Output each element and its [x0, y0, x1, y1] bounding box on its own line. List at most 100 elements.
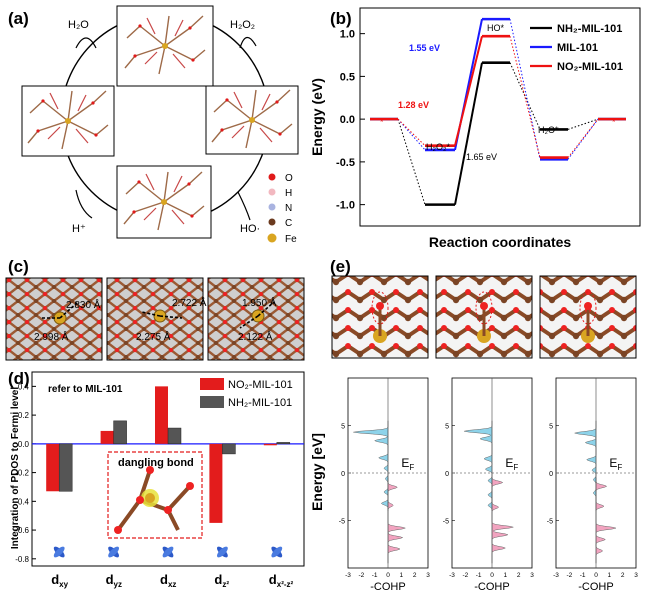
legend-dot-h — [268, 188, 276, 196]
structure-e3 — [539, 275, 637, 359]
cohp-xtick-label: -3 — [345, 572, 351, 579]
connector — [567, 118, 599, 158]
cohp-ytick-label: -5 — [547, 519, 553, 526]
bar-dxy — [58, 443, 73, 492]
cohp-xtick-label: 1 — [400, 572, 404, 579]
legend-dot-fe — [267, 233, 277, 243]
chart-b-frame — [359, 7, 641, 227]
cohp-xlabel: -COHP — [578, 581, 613, 593]
fermi-label: EF — [505, 456, 518, 472]
cohp-xtick-label: -1 — [580, 572, 586, 579]
fermi-label: EF — [401, 456, 414, 472]
orbital-lobe — [162, 546, 174, 558]
dangling-bond-inset: dangling bond — [107, 451, 203, 539]
chart-b-ytick-label: -0.5 — [336, 157, 355, 169]
bar-dyz — [113, 420, 127, 445]
cohp-xtick-label: 0 — [386, 572, 390, 579]
chart-d-ytick-label: -0.2 — [15, 469, 29, 478]
cohp-xtick-label: -2 — [566, 572, 572, 579]
structure-bottom — [116, 165, 212, 239]
legend-dot-n — [268, 203, 276, 211]
panel-a-label: (a) — [8, 9, 29, 28]
state-ho: HO* — [487, 23, 505, 33]
state-star-right: * — [612, 117, 616, 127]
state-star-left: * — [380, 117, 384, 127]
orbital-lobe — [53, 546, 65, 558]
cohp-xtick-label: -3 — [553, 572, 559, 579]
orbital-label: dxy — [51, 572, 68, 589]
barrier-nh2: 1.65 eV — [466, 152, 497, 162]
label-h2o: H₂O — [68, 19, 89, 31]
legend-text-mil: MIL-101 — [557, 42, 598, 54]
arrow-h2o2 — [239, 36, 257, 49]
cohp-bonding-area — [491, 477, 514, 564]
legend-swatch-no2 — [200, 378, 224, 390]
connector — [567, 118, 599, 160]
chart-d-ytick-label: -0.8 — [15, 555, 29, 564]
legend-label-h: H — [285, 188, 292, 199]
bar-dx²-y² — [276, 442, 291, 445]
panel-a: (a) H₂O H₂O₂ H⁺ HO· O H — [8, 5, 299, 245]
bar-dx²-y² — [263, 443, 277, 446]
chart-d-legend: NO₂-MIL-101 NH₂-MIL-101 — [200, 378, 293, 409]
bar-dz² — [222, 443, 236, 455]
connector — [397, 118, 426, 205]
orbital-icons: dxy dyz dxz dz² dx²-z² — [51, 546, 294, 589]
barrier-no2: 1.28 eV — [398, 100, 429, 110]
cohp-ytick-label: 5 — [445, 424, 449, 431]
cohp-ytick-label: 5 — [341, 424, 345, 431]
chart-d-ytick-label: 0.2 — [18, 411, 30, 420]
chart-b-legend: NH₂-MIL-101 MIL-101 NO₂-MIL-101 — [530, 23, 623, 73]
cohp-ytick-label: -5 — [339, 519, 345, 526]
cohp-ytick-label: -5 — [443, 519, 449, 526]
cohp-ytick-label: 0 — [341, 471, 345, 478]
arrow-hplus — [75, 189, 93, 219]
cohp-xtick-label: 1 — [608, 572, 612, 579]
label-hplus: H⁺ — [72, 223, 86, 235]
legend-label-c: C — [285, 218, 292, 229]
chart-b-annotations: * H₂O₂* HO* H₂O* * 1.55 eV 1.28 eV 1.65 … — [380, 23, 616, 162]
connector — [454, 62, 483, 205]
distance-c2-top: 2.722 Å — [172, 296, 207, 309]
distance-c1-bottom: 2.998 Å — [34, 330, 69, 343]
legend-dot-o — [268, 173, 276, 181]
chart-b-xlabel: Reaction coordinates — [429, 234, 572, 250]
legend-text-nh2: NH₂-MIL-101 — [557, 23, 622, 35]
cohp-xlabel: -COHP — [370, 581, 405, 593]
panel-d-label: (d) — [8, 369, 30, 388]
chart-e-ylabel: Energy [eV] — [309, 433, 325, 511]
structure-c1: 2.830 Å 2.998 Å — [5, 277, 103, 361]
cohp-xtick-label: 3 — [426, 572, 430, 579]
legend-text-nh2-d: NH₂-MIL-101 — [228, 397, 292, 409]
cohp-xtick-label: -2 — [462, 572, 468, 579]
structure-top — [116, 5, 214, 87]
legend-swatch-nh2 — [200, 396, 224, 408]
cohp-antibonding-area — [574, 420, 597, 511]
panel-b: (b) 1.0 0.5 0.0 -0.5 -1.0 Energy (eV) Reacti… — [309, 7, 641, 250]
chart-d-ytick-label: 0.0 — [18, 440, 30, 449]
distance-c3-top: 1.950 Å — [242, 296, 277, 309]
panel-e: (e) 5 0 -5 -3 -2 -1 0 1 2 3 -COHP EF 5 0 -5 -3 -2 -1 0 1 2 3 -… — [309, 257, 638, 593]
bar-dxy — [46, 443, 60, 492]
panel-b-label: (b) — [330, 9, 352, 28]
chart-b-ytick-label: 0.0 — [340, 114, 355, 126]
connector — [509, 62, 541, 130]
structure-left — [21, 85, 115, 157]
cohp-ytick-label: 0 — [549, 471, 553, 478]
legend-dot-c — [268, 218, 276, 226]
connector — [397, 118, 426, 151]
legend-text-no2: NO₂-MIL-101 — [557, 61, 623, 73]
cohp-xtick-label: 2 — [517, 572, 521, 579]
fermi-label: EF — [609, 456, 622, 472]
atom-legend: O H N C Fe — [267, 173, 297, 245]
chart-d-frame — [31, 371, 305, 567]
cohp-xtick-label: -1 — [476, 572, 482, 579]
panel-e-label: (e) — [330, 257, 351, 276]
distance-c1-top: 2.830 Å — [66, 298, 101, 311]
state-h2o: H₂O* — [538, 125, 559, 135]
cohp-xtick-label: 2 — [413, 572, 417, 579]
bar-dz² — [209, 443, 223, 523]
legend-text-no2-d: NO₂-MIL-101 — [228, 379, 293, 391]
cohp-xtick-label: 3 — [634, 572, 638, 579]
